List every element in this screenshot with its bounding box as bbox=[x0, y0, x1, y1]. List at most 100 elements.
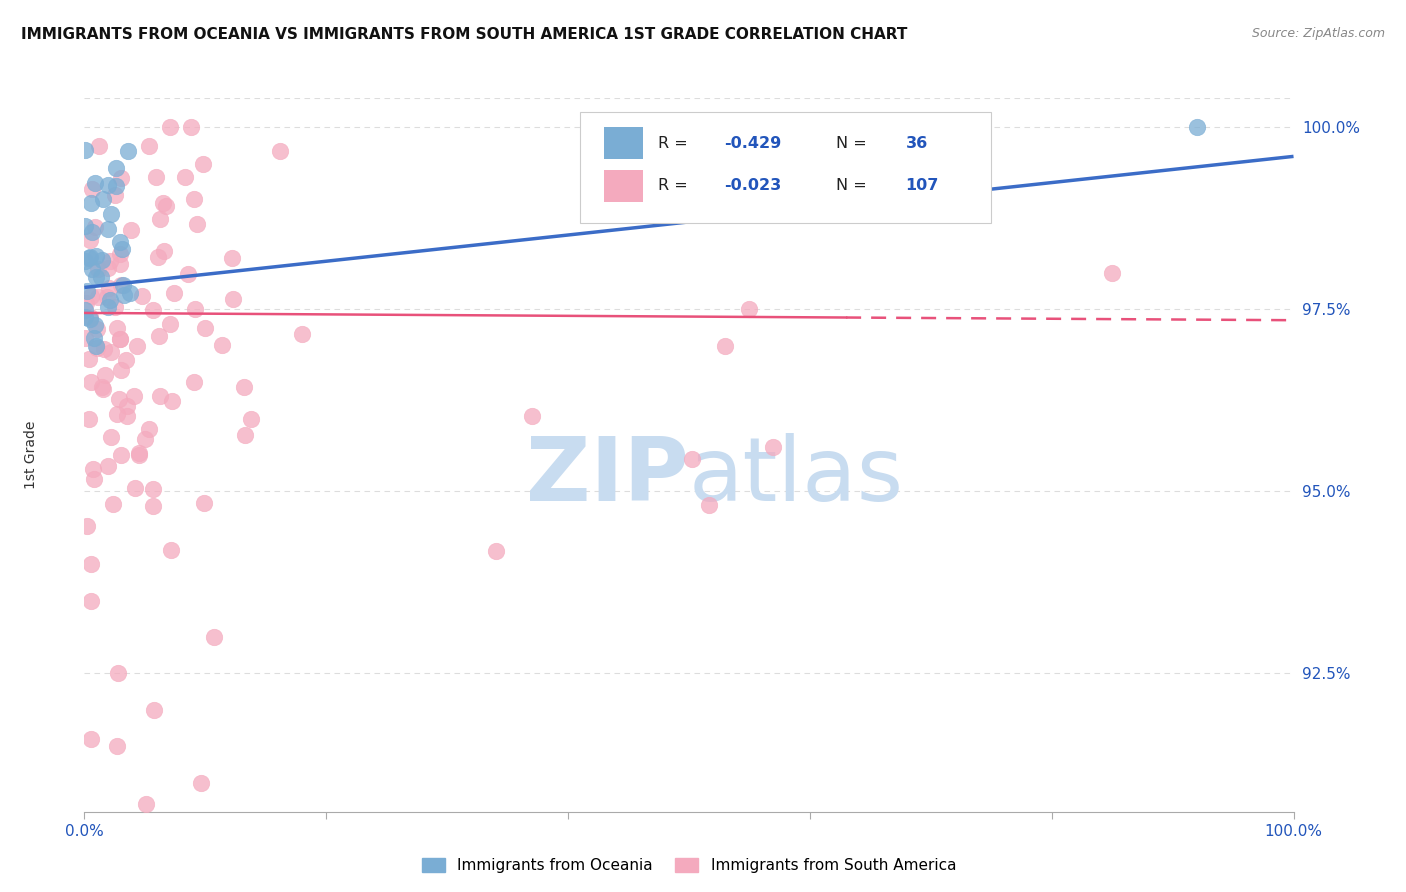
Point bbox=[149, 389, 172, 403]
Text: 107: 107 bbox=[905, 178, 939, 194]
Point bbox=[80, 731, 103, 746]
Text: atlas: atlas bbox=[689, 433, 904, 520]
Point bbox=[84, 269, 107, 284]
Text: R =: R = bbox=[658, 178, 692, 194]
Point bbox=[138, 422, 160, 436]
Legend: Immigrants from Oceania, Immigrants from South America: Immigrants from Oceania, Immigrants from… bbox=[416, 852, 962, 879]
Point bbox=[105, 407, 128, 421]
Point bbox=[79, 233, 101, 247]
Point bbox=[124, 388, 146, 402]
Point bbox=[112, 288, 135, 302]
Point bbox=[108, 332, 131, 346]
Text: ZIP: ZIP bbox=[526, 433, 689, 520]
Point bbox=[183, 375, 205, 389]
Point bbox=[97, 458, 120, 473]
Point bbox=[86, 341, 108, 355]
Point bbox=[104, 188, 127, 202]
Point bbox=[143, 703, 166, 717]
Point bbox=[111, 242, 134, 256]
Point bbox=[233, 380, 256, 394]
Point bbox=[73, 303, 96, 318]
Point bbox=[117, 399, 139, 413]
Bar bbox=[605, 127, 643, 159]
Point bbox=[131, 288, 153, 302]
Bar bbox=[605, 169, 643, 202]
Text: N =: N = bbox=[837, 178, 872, 194]
Point bbox=[82, 261, 104, 276]
Point bbox=[193, 496, 215, 510]
Point bbox=[91, 192, 114, 206]
Point bbox=[110, 363, 132, 377]
Point bbox=[142, 482, 165, 496]
Point bbox=[174, 170, 197, 185]
Point bbox=[108, 332, 131, 346]
FancyBboxPatch shape bbox=[581, 112, 991, 223]
Point bbox=[82, 462, 104, 476]
Point bbox=[105, 321, 128, 335]
Point bbox=[73, 219, 96, 233]
Point bbox=[79, 593, 101, 607]
Point bbox=[79, 310, 101, 324]
Point bbox=[202, 630, 225, 644]
Text: IMMIGRANTS FROM OCEANIA VS IMMIGRANTS FROM SOUTH AMERICA 1ST GRADE CORRELATION C: IMMIGRANTS FROM OCEANIA VS IMMIGRANTS FR… bbox=[21, 27, 907, 42]
Point bbox=[76, 284, 98, 298]
Point bbox=[107, 666, 129, 681]
Point bbox=[146, 251, 169, 265]
Point bbox=[177, 267, 200, 281]
Point bbox=[118, 286, 141, 301]
Point bbox=[186, 218, 208, 232]
Point bbox=[103, 497, 125, 511]
Point bbox=[75, 295, 97, 310]
Point bbox=[104, 300, 127, 314]
Point bbox=[75, 143, 97, 157]
Point bbox=[97, 178, 120, 192]
Point bbox=[93, 342, 115, 356]
Point bbox=[159, 317, 181, 331]
Point bbox=[79, 252, 101, 266]
Point bbox=[75, 331, 97, 345]
Point bbox=[91, 380, 114, 394]
Point bbox=[97, 281, 120, 295]
Point bbox=[115, 409, 138, 423]
Point bbox=[128, 448, 150, 462]
Point bbox=[159, 120, 181, 135]
Point bbox=[79, 312, 101, 326]
Point bbox=[180, 120, 202, 135]
Point bbox=[128, 445, 150, 459]
Point bbox=[100, 430, 122, 444]
Point bbox=[152, 244, 174, 258]
Point bbox=[233, 427, 256, 442]
Point bbox=[183, 192, 205, 206]
Point bbox=[148, 329, 170, 343]
Text: N =: N = bbox=[837, 136, 872, 151]
Point bbox=[97, 261, 120, 276]
Point bbox=[94, 368, 117, 382]
Point bbox=[77, 352, 100, 367]
Point bbox=[98, 293, 121, 307]
Point bbox=[211, 338, 233, 352]
Point bbox=[155, 198, 177, 212]
Point bbox=[84, 249, 107, 263]
Point bbox=[75, 310, 97, 325]
Point bbox=[221, 252, 243, 266]
Point bbox=[105, 179, 128, 194]
Point bbox=[84, 318, 107, 333]
Point bbox=[152, 196, 174, 211]
Point bbox=[145, 169, 167, 184]
Point bbox=[83, 471, 105, 485]
Point bbox=[97, 221, 120, 235]
Point bbox=[110, 448, 132, 462]
Text: -0.429: -0.429 bbox=[724, 136, 782, 151]
Point bbox=[191, 156, 214, 170]
Point bbox=[269, 145, 291, 159]
Point bbox=[883, 120, 905, 135]
Point bbox=[86, 322, 108, 336]
Point bbox=[108, 257, 131, 271]
Point bbox=[82, 181, 104, 195]
Point bbox=[84, 220, 107, 235]
Point bbox=[111, 278, 134, 293]
Point bbox=[90, 253, 112, 268]
Point bbox=[117, 144, 139, 158]
Point bbox=[80, 375, 103, 389]
Point bbox=[100, 344, 122, 359]
